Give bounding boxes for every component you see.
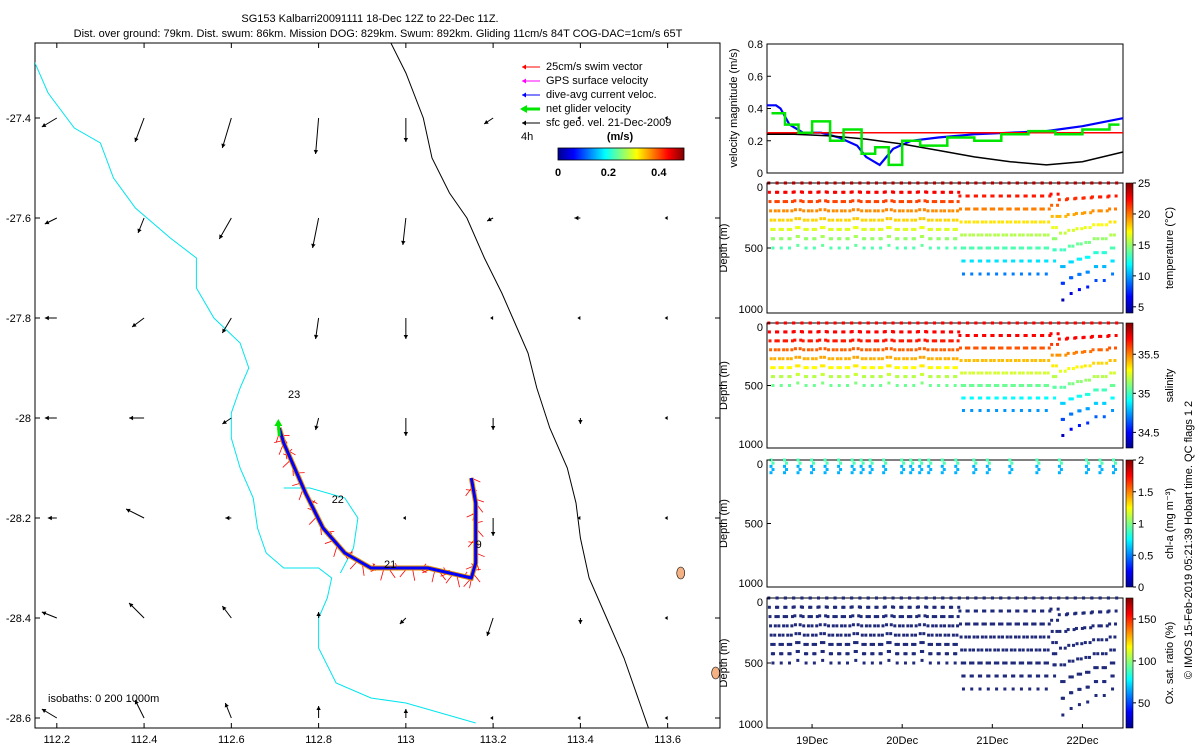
colorbar-label: chl-a (mg m⁻³): [1164, 488, 1176, 559]
map-panel: 112.2 112.4 112.6 112.8 113 113.2 113.4 113.6 -2…: [6, 38, 720, 746]
velocity-panel: 0 0.2 0.4 0.6 0.8 velocity magnitude (m/s): [728, 39, 1123, 180]
map-xtick-label: 112.4: [131, 734, 158, 746]
svg-text:dive-avg current veloc.: dive-avg current veloc.: [546, 89, 657, 101]
velocity-ylabel: velocity magnitude (m/s): [728, 48, 740, 167]
colorbar-tick-label: 10: [1138, 271, 1150, 283]
velocity-ytick-label: 0.2: [748, 136, 763, 148]
map-ytick-label: -28.6: [6, 713, 31, 725]
section-ytick-label: 0: [757, 597, 763, 609]
section-ytick-label: 0: [757, 459, 763, 471]
map-ytick-label: -28: [15, 413, 31, 425]
colorbar-tick-label: 2: [1138, 455, 1144, 467]
map-xtick-label: 113.6: [654, 734, 681, 746]
colorbar-label: salinity: [1164, 368, 1176, 402]
colorbar-tick-label: 50: [1138, 698, 1150, 710]
colorbar-tick-label: 25: [1138, 178, 1150, 190]
map-colorbar-tick: 0.2: [601, 167, 616, 179]
section-colorbar-temp: [1126, 183, 1133, 313]
colorbar-tick-label: 34.5: [1138, 427, 1159, 439]
day-label: 21: [384, 559, 396, 571]
section-ylabel: Depth (m): [718, 361, 730, 410]
section-colorbar-chl: [1126, 460, 1133, 587]
section-xtick-label: 19Dec: [796, 735, 828, 747]
map-ytick-label: -27.4: [6, 113, 31, 125]
legend-time-label: 4h: [521, 131, 533, 143]
colorbar-tick-label: 35.5: [1138, 349, 1159, 361]
colorbar-tick-label: 15: [1138, 240, 1150, 252]
map-colorbar-tick: 0: [555, 167, 561, 179]
section-panel-sal: 0 500 1000 Depth (m) 34.5 35 35.5 salinity: [718, 322, 1176, 452]
day-label: 9: [476, 539, 482, 551]
section-panel-chl: 0 500 1000 Depth (m) 0 0.5 1 1.5 2 chl-a (mg m⁻³): [718, 455, 1176, 594]
colorbar-unit: (m/s): [607, 131, 634, 143]
velocity-ytick-label: 0.4: [748, 104, 763, 116]
section-xtick-label: 20Dec: [886, 735, 918, 747]
velocity-ytick-label: 0: [757, 168, 763, 180]
section-ytick-label: 500: [745, 243, 763, 255]
colorbar-label: temperature (°C): [1164, 207, 1176, 289]
map-xtick-label: 112.2: [43, 734, 70, 746]
svg-text:GPS surface velocity: GPS surface velocity: [546, 75, 649, 87]
colorbar-tick-label: 1.5: [1138, 487, 1153, 499]
colorbar-label: Ox. sat. ratio (%): [1164, 622, 1176, 705]
map-ytick-label: -27.8: [6, 313, 31, 325]
section-ytick-label: 0: [757, 322, 763, 334]
section-ytick-label: 1000: [739, 719, 763, 731]
section-colorbar-ox: [1126, 598, 1133, 728]
day-label: 23: [288, 389, 300, 401]
section-axes-frame: [767, 460, 1123, 587]
colorbar-tick-label: 0.5: [1138, 550, 1153, 562]
section-ytick-label: 1000: [739, 439, 763, 451]
section-ytick-label: 1000: [739, 304, 763, 316]
map-colorbar: [558, 148, 684, 160]
map-xtick-label: 113.2: [480, 734, 507, 746]
svg-text:25cm/s swim vector: 25cm/s swim vector: [546, 61, 643, 73]
credit-text: © IMOS 15-Feb-2019 05:21:39 Hobart time.…: [1183, 401, 1195, 679]
colorbar-tick-label: 1: [1138, 519, 1144, 531]
section-ytick-label: 1000: [739, 578, 763, 590]
colorbar-tick-label: 150: [1138, 614, 1156, 626]
velocity-axes-frame: [767, 44, 1123, 173]
map-axes-frame: [35, 43, 720, 728]
section-ytick-label: 500: [745, 381, 763, 393]
colorbar-tick-label: 20: [1138, 209, 1150, 221]
section-xtick-label: 21Dec: [976, 735, 1008, 747]
section-panel-ox: 0 500 1000 Depth (m) 50 100 150 Ox. sat. ratio …: [718, 597, 1176, 748]
isobath-label: isobaths: 0 200 1000m: [48, 693, 159, 705]
velocity-ytick-label: 0.8: [748, 39, 763, 51]
map-ytick-label: -27.6: [6, 213, 31, 225]
colorbar-tick-label: 100: [1138, 656, 1156, 668]
section-ytick-label: 0: [757, 182, 763, 194]
figure-title: SG153 Kalbarri20091111 18-Dec 12Z to 22-…: [241, 13, 498, 25]
map-xtick-label: 113.4: [567, 734, 594, 746]
section-xtick-label: 22Dec: [1067, 735, 1099, 747]
section-panel-temp: 0 500 1000 Depth (m) 5 10 15 20 25 temperature (°…: [718, 178, 1176, 316]
svg-text:net glider velocity: net glider velocity: [546, 103, 631, 115]
map-ytick-label: -28.2: [6, 513, 31, 525]
section-ytick-label: 500: [745, 519, 763, 531]
colorbar-tick-label: 35: [1138, 388, 1150, 400]
svg-text:sfc geo. vel. 21-Dec-2009: sfc geo. vel. 21-Dec-2009: [546, 117, 671, 129]
map-xtick-label: 112.8: [305, 734, 332, 746]
section-ylabel: Depth (m): [718, 639, 730, 688]
day-label: 22: [332, 494, 344, 506]
section-ylabel: Depth (m): [718, 499, 730, 548]
island: [677, 567, 685, 579]
map-xtick-label: 113: [397, 734, 415, 746]
section-ylabel: Depth (m): [718, 224, 730, 273]
map-ytick-label: -28.4: [6, 613, 31, 625]
map-xtick-label: 112.6: [218, 734, 245, 746]
figure-subtitle: Dist. over ground: 79km. Dist. swum: 86k…: [74, 28, 683, 40]
section-ytick-label: 500: [745, 658, 763, 670]
section-colorbar-sal: [1126, 323, 1133, 448]
velocity-ytick-label: 0.6: [748, 71, 763, 83]
colorbar-tick-label: 5: [1138, 302, 1144, 314]
colorbar-tick-label: 0: [1138, 582, 1144, 594]
map-colorbar-tick: 0.4: [651, 167, 667, 179]
